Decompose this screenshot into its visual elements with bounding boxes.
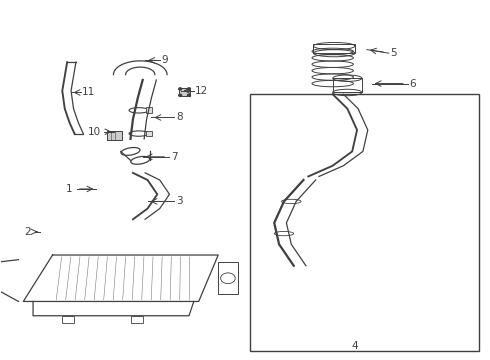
Bar	[250, 94, 479, 351]
Bar	[146, 131, 152, 136]
Bar	[62, 316, 74, 323]
Text: 9: 9	[161, 55, 168, 65]
Text: 6: 6	[410, 78, 416, 89]
Text: 11: 11	[82, 87, 95, 98]
Circle shape	[179, 94, 182, 96]
Text: 2: 2	[24, 227, 30, 237]
Text: 7: 7	[171, 152, 177, 162]
Circle shape	[188, 88, 191, 90]
Text: 1: 1	[65, 184, 72, 194]
Bar	[130, 316, 143, 323]
Text: 5: 5	[390, 48, 396, 58]
Text: 12: 12	[196, 86, 209, 96]
Bar	[333, 78, 362, 93]
Circle shape	[188, 94, 191, 96]
Circle shape	[179, 88, 182, 90]
Text: 3: 3	[176, 197, 182, 206]
Bar	[107, 131, 122, 140]
Text: 4: 4	[351, 341, 358, 351]
Text: 8: 8	[176, 112, 182, 122]
Bar	[179, 88, 190, 96]
Bar	[313, 44, 355, 53]
Text: 10: 10	[88, 127, 101, 137]
Bar	[146, 108, 152, 113]
Bar	[218, 262, 238, 294]
